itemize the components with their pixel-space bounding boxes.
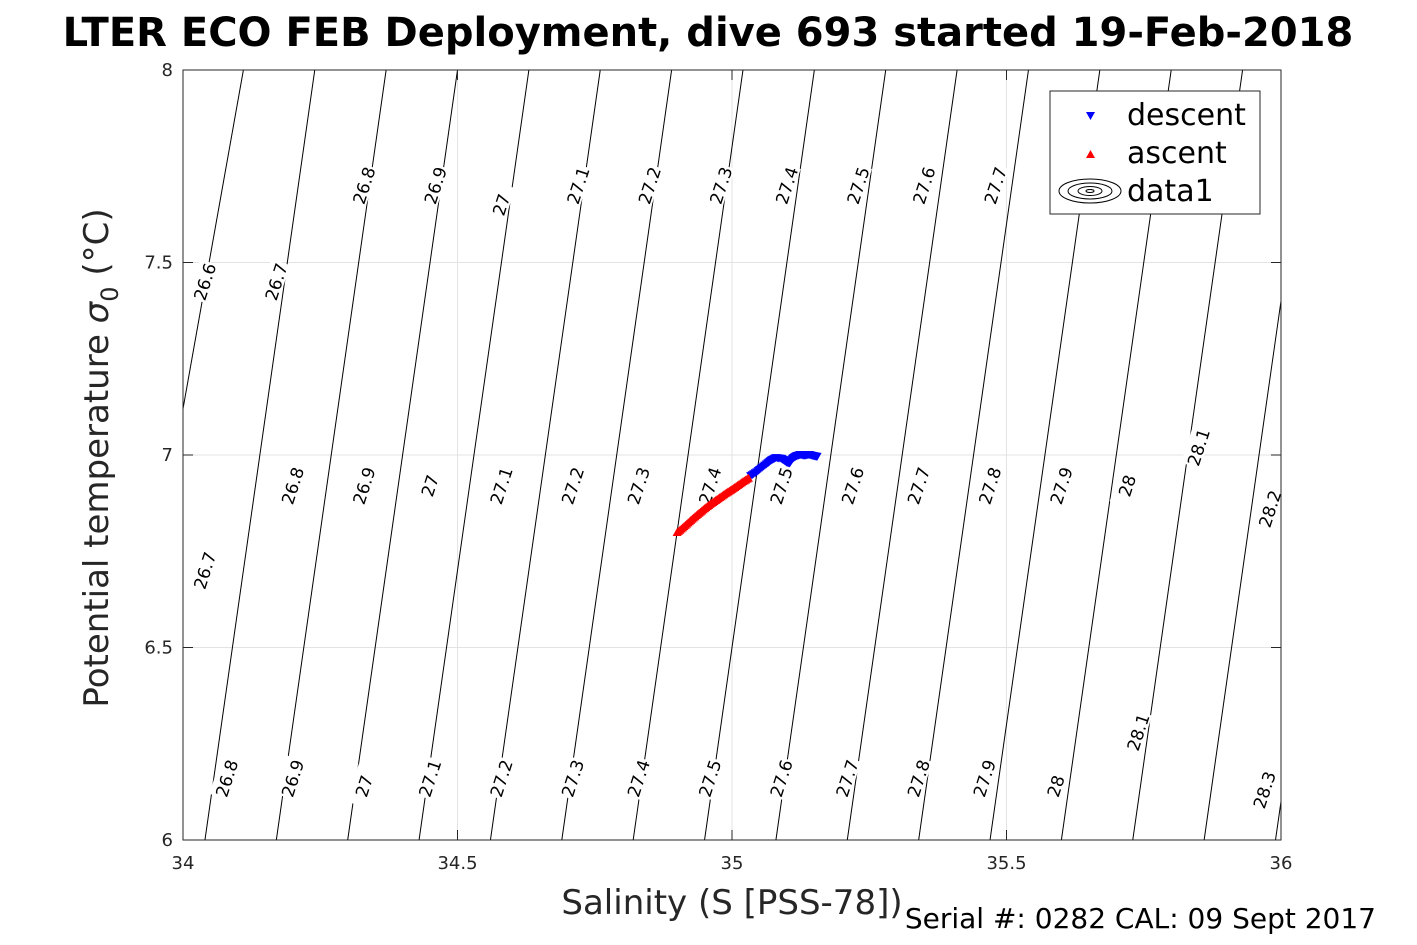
- contour-label-bg: [346, 763, 378, 808]
- contour-label-bg: [703, 162, 735, 207]
- contour-label-bg: [483, 182, 516, 227]
- legend-descent-marker: [1086, 112, 1095, 120]
- contour-label-bg: [483, 755, 516, 800]
- isopycnal-labels: 26.6 26.726.8 26.9 27 27.1 27.2 27.3 27.4 27.5 27…: [187, 162, 1286, 812]
- y-tick-label-0: 6: [162, 830, 173, 851]
- contour-label-bg: [692, 755, 724, 800]
- isopycnal-28-2: [1203, 297, 1281, 840]
- contour-label-bg: [1109, 463, 1142, 508]
- contour-label-bg: [258, 259, 291, 304]
- contour-label-bg: [632, 162, 664, 207]
- isopycnal-26-7: [183, 70, 244, 412]
- contour-label-bg: [187, 547, 219, 592]
- contour-label-bg: [692, 463, 724, 508]
- contour-label-bg: [1043, 463, 1076, 508]
- isopycnal-27-7: [846, 70, 958, 840]
- legend-contour-icon: [1058, 178, 1122, 204]
- contour-label-bg: [621, 755, 653, 800]
- contour-label-bg: [346, 463, 378, 508]
- contour-label-6: 27.2: [632, 162, 666, 207]
- contour-label-bg: [1246, 767, 1279, 812]
- x-tick-label-0: 34: [172, 853, 195, 874]
- contour-label-bg: [829, 755, 862, 800]
- contour-label-bg: [769, 162, 801, 207]
- legend-ascent-label: ascent: [1127, 136, 1227, 171]
- x-tick-label-1: 34.5: [437, 853, 477, 874]
- descent-point: [812, 452, 822, 461]
- contour-label-bg: [840, 162, 873, 207]
- y-tick-label-1: 6.5: [144, 638, 173, 659]
- contour-label-bg: [621, 463, 653, 508]
- isopycnal-27-6: [775, 70, 887, 840]
- x-ticks: 34 34.5 35 35.5 36: [172, 70, 1293, 874]
- contour-label-bg: [1120, 709, 1153, 754]
- contour-label-bg: [835, 463, 867, 508]
- y-tick-label-2: 7: [162, 445, 173, 466]
- contour-label-bg: [966, 755, 999, 800]
- x-tick-label-2: 35: [721, 853, 744, 874]
- contour-label-bg: [555, 463, 587, 508]
- ascent-point: [743, 473, 753, 482]
- isopycnal-26-8: [204, 70, 316, 840]
- contour-label-bg: [763, 755, 796, 800]
- contour-label-40: 28: [1038, 763, 1070, 808]
- contour-label-bg: [977, 162, 1010, 207]
- legend-box: [1049, 90, 1261, 215]
- x-tick-label-4: 36: [1270, 853, 1293, 874]
- chart-title: LTER ECO FEB Deployment, dive 693 starte…: [63, 10, 1354, 56]
- y-tick-label-3: 7.5: [144, 253, 173, 274]
- legend-data1-label: data1: [1127, 174, 1214, 209]
- contour-label-bg: [1252, 486, 1284, 531]
- contour-label-0: 26.6: [187, 259, 221, 304]
- contour-label-17: 27.2: [555, 463, 589, 508]
- x-axis-label: Salinity (S [PSS-78]): [561, 883, 902, 923]
- contour-label-bg: [346, 162, 378, 207]
- contour-label-bg: [412, 463, 444, 508]
- serial-cal-footer: Serial #: 0282 CAL: 09 Sept 2017: [905, 902, 1376, 935]
- contour-label-30: 27: [346, 763, 378, 808]
- contour-label-bg: [209, 755, 241, 800]
- contour-label-bg: [483, 463, 516, 508]
- contour-label-bg: [1181, 424, 1213, 469]
- contour-label-bg: [901, 755, 933, 800]
- contour-label-bg: [187, 259, 219, 304]
- contour-label-bg: [412, 755, 444, 800]
- y-axis-label: Potential temperature σ0 (°C): [77, 208, 124, 707]
- y-tick-label-4: 8: [162, 60, 173, 81]
- y-axis-label-unit: (°C): [77, 208, 117, 286]
- contour-label-bg: [901, 463, 933, 508]
- contour-label-bg: [417, 162, 450, 207]
- data-series: [672, 451, 822, 536]
- contour-label-bg: [555, 755, 587, 800]
- contour-label-bg: [906, 162, 938, 207]
- isopycnal-28-3: [1275, 797, 1281, 840]
- contour-label-bg: [763, 463, 796, 508]
- y-axis-label-sub: 0: [96, 286, 124, 301]
- legend-ascent-marker: [1086, 150, 1095, 158]
- contour-label-bg: [972, 463, 1004, 508]
- y-ticks: 6 6.5 7 7.5 8: [144, 60, 1281, 851]
- contour-label-14: 26.9: [346, 463, 380, 508]
- y-axis-label-sigma: σ: [77, 300, 117, 323]
- x-tick-label-3: 35.5: [986, 853, 1026, 874]
- contour-label-bg: [275, 463, 307, 508]
- isopycnal-27-8: [918, 70, 1029, 840]
- contour-label-bg: [560, 162, 593, 207]
- legend: descent ascent data1: [1049, 90, 1261, 215]
- y-axis-label-main: Potential temperature: [77, 323, 117, 707]
- contour-label-bg: [1038, 763, 1070, 808]
- isopycnal-27-5: [704, 70, 815, 840]
- contour-label-bg: [275, 755, 307, 800]
- legend-descent-label: descent: [1127, 98, 1246, 133]
